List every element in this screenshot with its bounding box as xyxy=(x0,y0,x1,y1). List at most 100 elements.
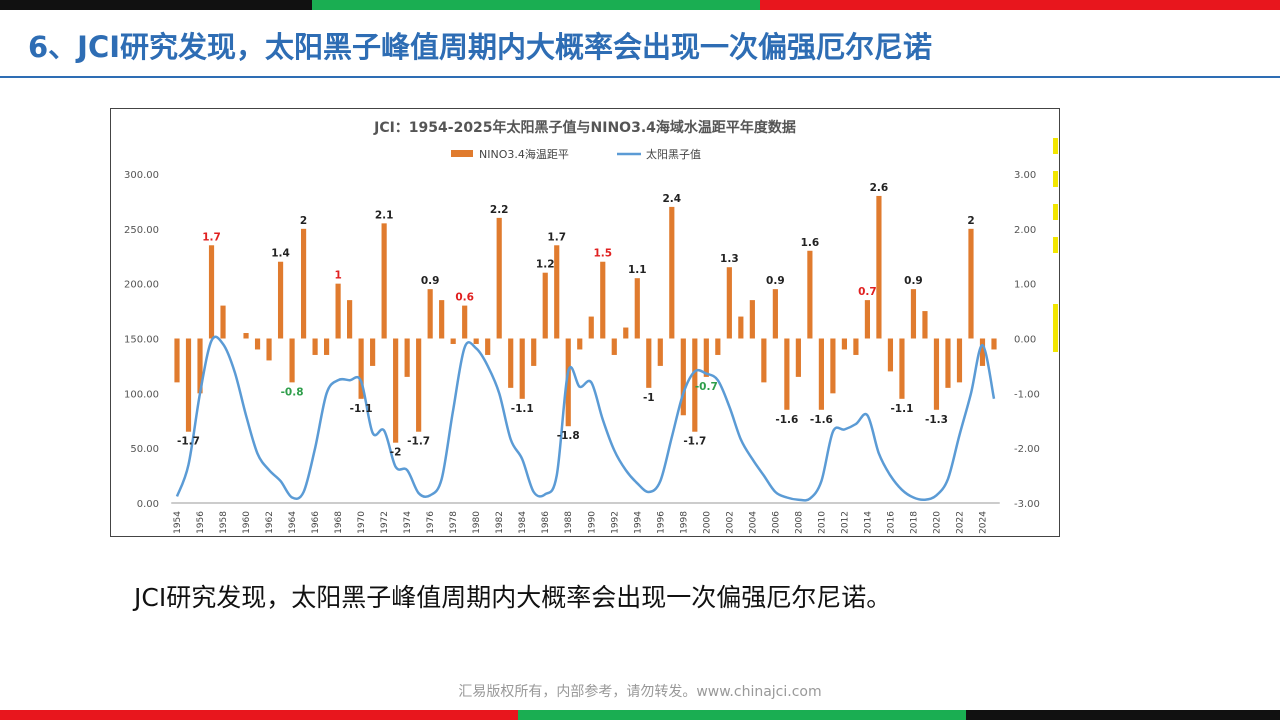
y-right-tick-label: -3.00 xyxy=(1014,499,1040,510)
x-tick-label: 1970 xyxy=(357,511,367,534)
chart-title: JCI：1954-2025年太阳黑子值与NINO3.4海域水温距平年度数据 xyxy=(373,119,796,136)
nino-bar xyxy=(254,338,261,350)
nino-bar xyxy=(312,338,318,355)
stripe-green xyxy=(518,710,966,720)
nino-bar xyxy=(277,261,284,339)
y-left-tick-label: 0.00 xyxy=(137,499,159,510)
stripe-red xyxy=(0,710,518,720)
x-tick-label: 1964 xyxy=(288,511,298,534)
x-tick-label: 2022 xyxy=(955,511,965,534)
y-right-tick-label: -1.00 xyxy=(1014,389,1040,400)
bar-data-label: 0.7 xyxy=(858,286,877,298)
nino-bar xyxy=(956,338,963,383)
nino-bar xyxy=(841,338,847,350)
nino-bar xyxy=(220,305,226,339)
bar-data-label: 1.4 xyxy=(271,248,290,260)
nino-bar xyxy=(462,305,468,339)
y-right-tick-label: 2.00 xyxy=(1014,225,1036,236)
nino-bar xyxy=(427,289,433,339)
nino-bar xyxy=(761,338,767,383)
y-left-tick-label: 150.00 xyxy=(124,335,159,346)
nino-bar xyxy=(887,338,894,372)
stripe-green xyxy=(312,0,760,10)
nino-bar xyxy=(266,338,272,361)
nino-bar xyxy=(554,245,560,339)
bar-data-label: -1.1 xyxy=(350,403,373,415)
stripe-black xyxy=(0,0,312,10)
y-left-tick-label: 250.00 xyxy=(124,225,159,236)
x-tick-label: 2018 xyxy=(909,511,919,534)
x-tick-label: 2000 xyxy=(702,511,712,534)
nino-bar xyxy=(795,338,801,377)
x-tick-label: 1992 xyxy=(610,511,620,534)
bar-data-label: 0.9 xyxy=(904,275,923,287)
nino-bar xyxy=(899,338,905,399)
nino-bar xyxy=(726,267,732,339)
y-left-tick-label: 50.00 xyxy=(130,444,159,455)
nino-bar xyxy=(853,338,859,355)
x-tick-label: 1972 xyxy=(380,511,390,534)
nino-bar xyxy=(933,338,940,410)
nino-bar xyxy=(749,300,755,339)
bar-data-label: -0.8 xyxy=(281,386,304,398)
y-left-tick-label: 100.00 xyxy=(124,389,159,400)
bar-data-label: -2 xyxy=(390,447,402,459)
bar-data-label: 2 xyxy=(967,215,974,227)
sunspot-line xyxy=(175,335,996,502)
nino-bar xyxy=(979,338,986,366)
nino-bar xyxy=(347,300,353,339)
nino-bar xyxy=(531,338,537,366)
nino-bar xyxy=(634,278,640,339)
bar-data-label: 2.1 xyxy=(375,209,394,221)
bar-data-label: -1.3 xyxy=(925,414,948,426)
axes-layer: 0.00 50.00 100.00 150.00 200.00 250.00 300.00 -… xyxy=(124,170,1040,534)
nino-bar xyxy=(784,338,790,410)
bar-data-label: -1.7 xyxy=(407,436,430,448)
nino-bar xyxy=(565,338,571,427)
bar-data-label: -1.6 xyxy=(775,414,798,426)
top-color-stripe xyxy=(0,0,1280,10)
nino-bar xyxy=(404,338,410,377)
nino-bar xyxy=(922,311,928,339)
nino-bar xyxy=(807,250,813,339)
nino-bar xyxy=(692,338,698,432)
yellow-edge-mark xyxy=(1053,204,1058,220)
x-tick-label: 1968 xyxy=(334,511,344,534)
legend-bar-swatch xyxy=(451,150,473,157)
nino-bar xyxy=(657,338,663,366)
bar-data-label: -1.8 xyxy=(557,430,580,442)
nino-bar xyxy=(508,338,514,388)
nino-bar xyxy=(335,283,341,339)
chart-panel: JCI：1954-2025年太阳黑子值与NINO3.4海域水温距平年度数据 NI… xyxy=(110,108,1060,537)
bar-data-label: 1.2 xyxy=(536,259,555,271)
x-tick-label: 1988 xyxy=(564,511,574,534)
stripe-black xyxy=(966,710,1280,720)
bar-data-label: -1.1 xyxy=(511,403,534,415)
legend-bar-label: NINO3.4海温距平 xyxy=(479,147,569,161)
y-right-tick-label: 3.00 xyxy=(1014,170,1036,181)
bar-data-label: 1 xyxy=(334,270,341,282)
bar-data-label: 1.1 xyxy=(628,264,647,276)
bar-data-label: 2.2 xyxy=(490,204,509,216)
bar-data-label: -0.7 xyxy=(695,381,718,393)
yellow-edge-mark xyxy=(1053,237,1058,253)
nino-bar xyxy=(473,338,479,344)
bar-data-label: 2.6 xyxy=(870,182,889,194)
nino-bar xyxy=(669,206,675,339)
nino-bar xyxy=(646,338,652,388)
nino-bar xyxy=(818,338,824,410)
x-tick-label: 1962 xyxy=(265,511,275,534)
bar-data-label: 1.7 xyxy=(202,231,221,243)
nino-bar xyxy=(324,338,330,355)
yellow-edge-mark xyxy=(1053,171,1058,187)
legend-line-label: 太阳黑子值 xyxy=(646,148,701,161)
nino-bar xyxy=(910,289,917,339)
bar-data-label: 2 xyxy=(300,215,307,227)
x-tick-label: 1978 xyxy=(449,511,459,534)
nino-bar xyxy=(680,338,686,416)
x-tick-label: 2004 xyxy=(748,511,758,534)
x-tick-label: 2014 xyxy=(863,511,873,534)
x-tick-label: 2002 xyxy=(725,511,735,534)
footer-copyright: 汇易版权所有，内部参考，请勿转发。www.chinajci.com xyxy=(458,684,822,700)
x-tick-label: 1982 xyxy=(495,511,505,534)
